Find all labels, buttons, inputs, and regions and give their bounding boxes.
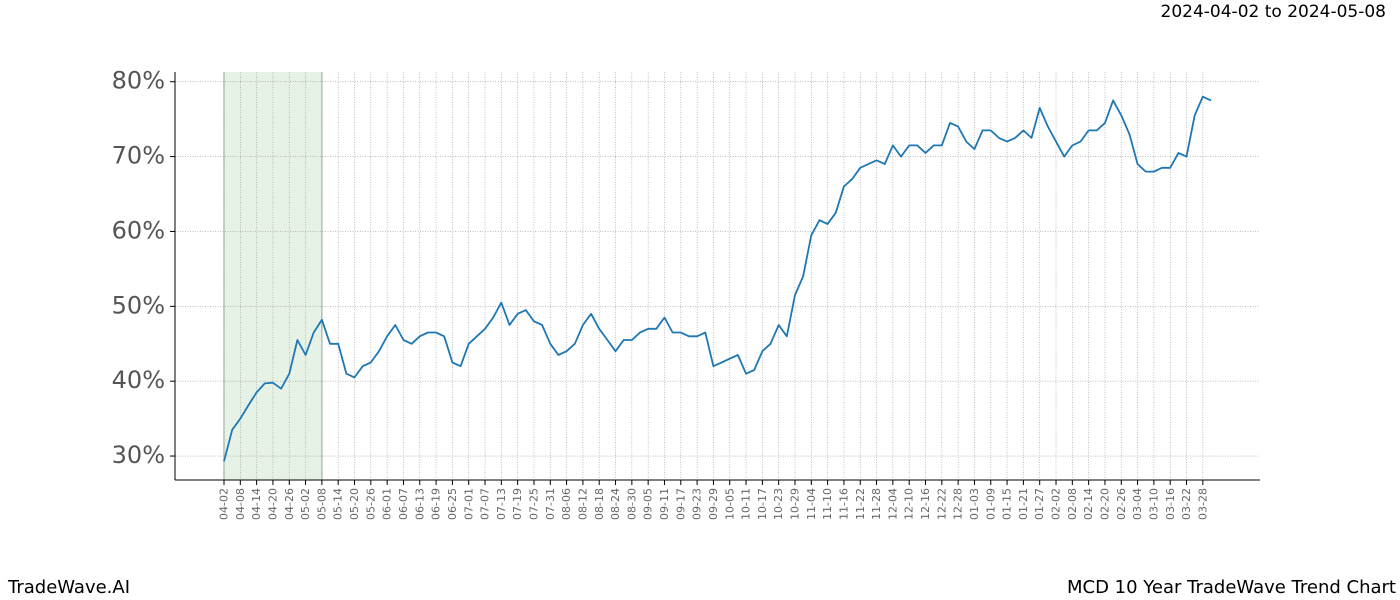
x-tick-label: 02-26 xyxy=(1115,488,1128,520)
x-tick-label: 07-25 xyxy=(528,488,541,520)
brand: TradeWave.AI xyxy=(7,577,130,598)
x-tick-label: 05-14 xyxy=(332,488,345,520)
line-series xyxy=(223,95,1212,462)
x-tick-label: 05-02 xyxy=(299,488,312,520)
x-tick-label: 04-08 xyxy=(234,488,247,520)
x-tick-label: 08-18 xyxy=(593,488,606,520)
x-tick-label: 11-04 xyxy=(805,488,818,520)
x-tick-label: 07-13 xyxy=(495,488,508,520)
x-tick-label: 01-27 xyxy=(1033,488,1046,520)
x-tick-label: 10-23 xyxy=(772,488,785,520)
x-tick-label: 03-16 xyxy=(1164,488,1177,520)
x-tick-label: 09-17 xyxy=(674,488,687,520)
x-tick-label: 06-19 xyxy=(430,488,443,520)
x-tick-label: 12-16 xyxy=(919,488,932,520)
x-tick-label: 03-22 xyxy=(1180,488,1193,520)
x-tick-label: 06-07 xyxy=(397,488,410,520)
x-tick-label: 12-10 xyxy=(903,488,916,520)
x-tick-label: 08-24 xyxy=(609,488,622,520)
x-tick-label: 06-01 xyxy=(381,488,394,520)
x-tick-label: 12-28 xyxy=(952,488,965,520)
x-tick-label: 08-06 xyxy=(560,488,573,520)
x-tick-label: 07-07 xyxy=(479,488,492,520)
x-tick-label: 08-12 xyxy=(576,488,589,520)
x-tick-label: 12-22 xyxy=(935,488,948,520)
x-tick-label: 11-10 xyxy=(821,488,834,520)
y-tick-label: 50% xyxy=(112,291,165,319)
x-tick-label: 02-20 xyxy=(1099,488,1112,520)
x-tick-label: 09-05 xyxy=(642,488,655,520)
y-tick-label: 30% xyxy=(112,441,165,469)
y-tick-label: 70% xyxy=(112,142,165,170)
x-tick-label: 11-28 xyxy=(870,488,883,520)
x-tick-label: 03-28 xyxy=(1196,488,1209,520)
y-tick-label: 80% xyxy=(112,67,165,95)
x-tick-label: 02-14 xyxy=(1082,488,1095,520)
x-tick-label: 04-14 xyxy=(250,488,263,520)
x-tick-label: 04-26 xyxy=(283,488,296,520)
x-tick-label: 05-08 xyxy=(315,488,328,520)
x-tick-label: 12-04 xyxy=(886,488,899,520)
x-tick-label: 11-22 xyxy=(854,488,867,520)
x-tick-label: 06-13 xyxy=(413,488,426,520)
x-tick-label: 01-09 xyxy=(984,488,997,520)
x-tick-label: 05-20 xyxy=(348,488,361,520)
x-tick-label: 07-19 xyxy=(511,488,524,520)
x-tick-label: 07-31 xyxy=(544,488,557,520)
x-tick-label: 10-17 xyxy=(756,488,769,520)
x-tick-label: 09-23 xyxy=(691,488,704,520)
x-tick-label: 04-20 xyxy=(266,488,279,520)
footer: MCD 10 Year TradeWave Trend Chart xyxy=(1067,577,1396,598)
x-tick-label: 11-16 xyxy=(837,488,850,520)
x-tick-label: 09-29 xyxy=(707,488,720,520)
x-tick-label: 01-21 xyxy=(1017,488,1030,520)
x-tick-label: 08-30 xyxy=(625,488,638,520)
x-tick-label: 10-11 xyxy=(740,488,753,520)
highlight-region xyxy=(224,72,322,480)
chart-title: 2024-04-02 to 2024-05-08 xyxy=(1161,2,1386,22)
x-tick-label: 10-05 xyxy=(723,488,736,520)
x-tick-label: 06-25 xyxy=(446,488,459,520)
x-tick-label: 04-02 xyxy=(218,488,231,520)
x-tick-label: 01-15 xyxy=(1001,488,1014,520)
x-tick-label: 09-11 xyxy=(658,488,671,520)
x-tick-label: 01-03 xyxy=(968,488,981,520)
x-tick-label: 10-29 xyxy=(789,488,802,520)
x-tick-label: 07-01 xyxy=(462,488,475,520)
x-tick-label: 05-26 xyxy=(364,488,377,520)
x-tick-label: 02-02 xyxy=(1050,488,1063,520)
y-tick-label: 40% xyxy=(112,366,165,394)
x-tick-label: 03-04 xyxy=(1131,488,1144,520)
y-tick-label: 60% xyxy=(112,216,165,244)
x-tick-label: 03-10 xyxy=(1147,488,1160,520)
x-tick-label: 02-08 xyxy=(1066,488,1079,520)
